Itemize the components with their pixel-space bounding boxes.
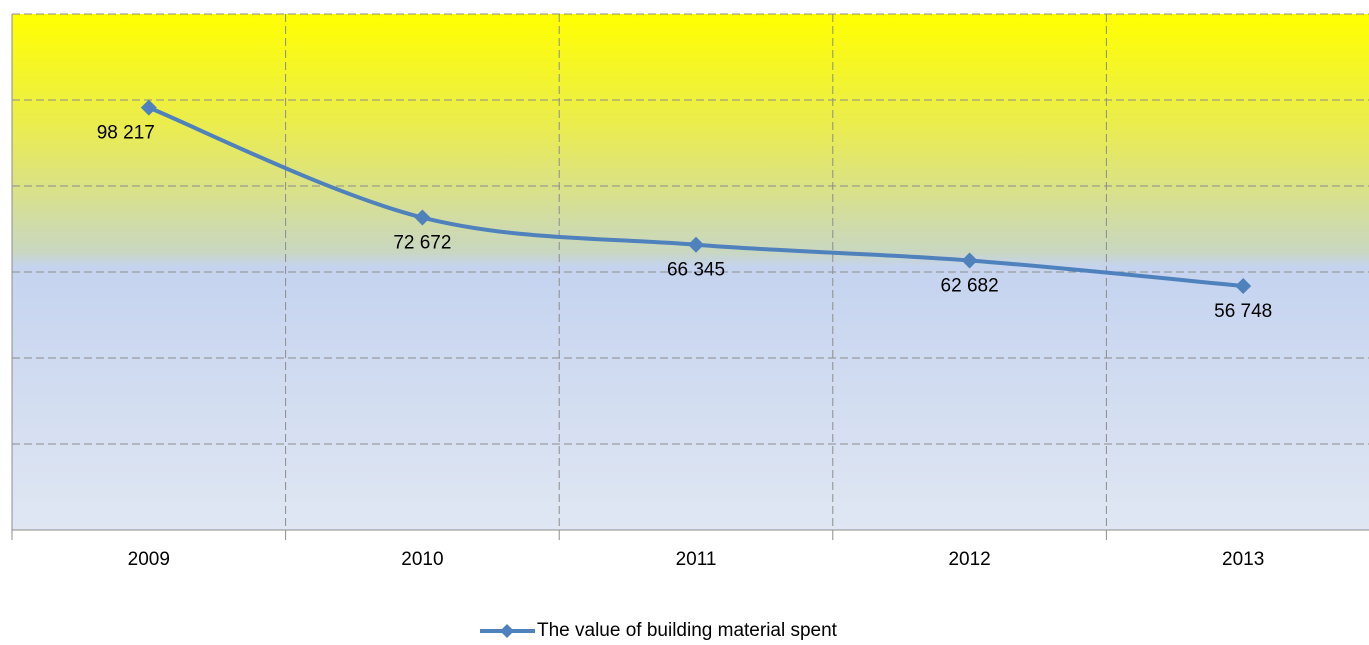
x-tick-label: 2011 [676, 549, 717, 570]
marker [688, 236, 704, 253]
data-label: 98 217 [97, 123, 155, 144]
data-label: 56 748 [1214, 301, 1272, 322]
data-label: 62 682 [941, 275, 999, 296]
marker [140, 99, 157, 116]
x-tick-label: 2012 [948, 549, 990, 570]
legend-marker [500, 624, 514, 638]
x-tick-label: 2009 [128, 549, 170, 570]
data-label: 66 345 [667, 260, 725, 281]
x-tick-label: 2010 [401, 549, 443, 570]
x-tick-label: 2013 [1222, 549, 1264, 570]
data-label: 72 672 [393, 233, 451, 254]
legend-label: The value of building material spent [537, 620, 838, 641]
marker [414, 209, 431, 226]
marker [1235, 277, 1252, 294]
marker [961, 252, 978, 269]
